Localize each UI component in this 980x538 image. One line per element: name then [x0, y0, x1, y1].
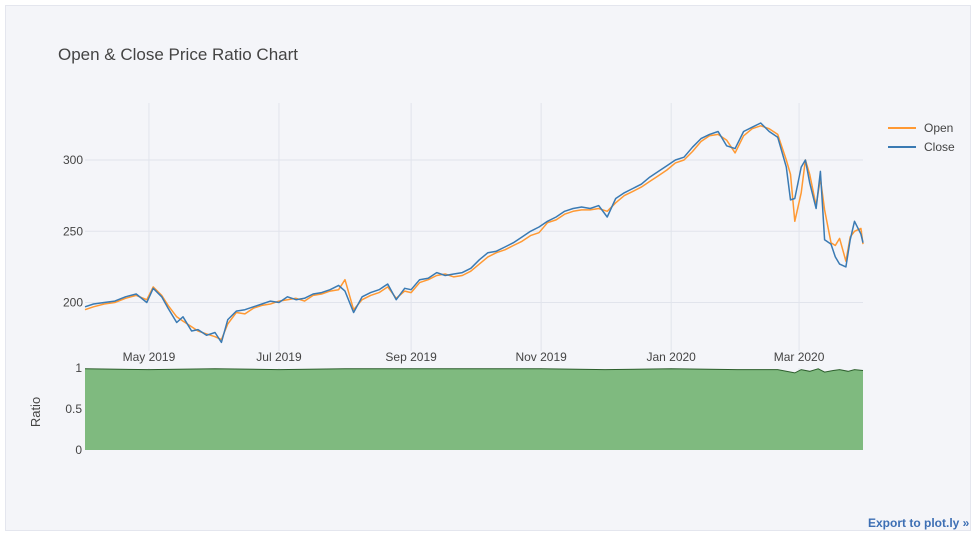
- x-tick-label: Jan 2020: [646, 350, 696, 364]
- y-tick-labels: 200 250 300 0 0.5 1: [63, 153, 83, 457]
- price-lines-layer: [84, 122, 864, 344]
- legend[interactable]: Open Close: [888, 118, 955, 156]
- chart-title: Open & Close Price Ratio Chart: [58, 45, 298, 64]
- ratio-line: [84, 368, 864, 374]
- price-gridlines: [85, 103, 863, 351]
- export-link[interactable]: Export to plot.ly »: [868, 516, 970, 530]
- x-tick-label: Mar 2020: [774, 350, 825, 364]
- legend-swatch-open: [888, 126, 916, 129]
- ratio-area-layer: [84, 368, 864, 450]
- legend-label-close: Close: [924, 139, 955, 154]
- series-line-open[interactable]: [84, 125, 864, 341]
- price-ytick-label: 300: [63, 153, 83, 167]
- ratio-ytick-label: 0: [75, 443, 82, 457]
- ratio-ytick-label: 0.5: [65, 402, 82, 416]
- chart-container: Open & Close Price Ratio Chart Open Clos…: [5, 5, 971, 531]
- x-tick-label: Jul 2019: [256, 350, 302, 364]
- plot-area[interactable]: 200 250 300 0 0.5 1 May 2019 Jul 2019 Sep 2019 N…: [6, 6, 972, 532]
- legend-swatch-close: [888, 145, 916, 148]
- ratio-area: [85, 368, 863, 450]
- ratio-y-axis-label: Ratio: [28, 397, 43, 427]
- x-tick-labels: May 2019 Jul 2019 Sep 2019 Nov 2019 Jan 2020…: [123, 350, 825, 364]
- x-tick-label: May 2019: [123, 350, 176, 364]
- x-tick-label: Sep 2019: [385, 350, 437, 364]
- price-ytick-label: 250: [63, 224, 83, 238]
- legend-label-open: Open: [924, 120, 954, 135]
- legend-item-close[interactable]: Close: [888, 137, 955, 156]
- price-ytick-label: 200: [63, 296, 83, 310]
- series-line-close[interactable]: [84, 122, 864, 344]
- x-tick-label: Nov 2019: [515, 350, 567, 364]
- legend-item-open[interactable]: Open: [888, 118, 955, 137]
- ratio-ytick-label: 1: [75, 361, 82, 375]
